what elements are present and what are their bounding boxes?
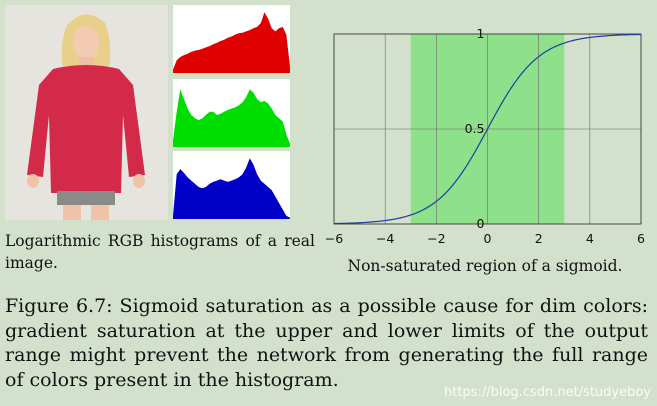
x-tick-label: 4: [586, 231, 594, 246]
figure-caption: Figure 6.7: Sigmoid saturation as a poss…: [5, 295, 648, 391]
histogram-blue: [173, 151, 290, 219]
x-tick-label: 0: [484, 231, 492, 246]
x-tick-label: −2: [427, 231, 445, 246]
left-caption: Logarithmic RGB histograms of a real ima…: [5, 232, 315, 272]
histogram-green: [173, 79, 290, 147]
photo-woman-red-sweater: [5, 5, 168, 220]
x-tick-label: −6: [325, 231, 343, 246]
plot-frame: [333, 33, 642, 225]
x-tick-label: −4: [376, 231, 394, 246]
y-tick-label: 0.5: [465, 121, 485, 136]
x-tick-label: 2: [535, 231, 543, 246]
histogram-area-2: [173, 158, 290, 219]
histogram-area-0: [173, 12, 290, 73]
y-tick-label: 1: [477, 26, 485, 41]
sweater: [27, 65, 145, 193]
right-caption: Non-saturated region of a sigmoid.: [347, 257, 623, 275]
y-tick-label: 0: [477, 216, 485, 231]
sigmoid-chart: −6 −4 −2 0 2 4 6 0 0.5 1: [325, 26, 645, 246]
histogram-red: [173, 5, 290, 73]
watermark: https://blog.csdn.net/studyeboy: [443, 385, 651, 400]
sigmoid-curve: [333, 33, 642, 225]
x-tick-label: 6: [637, 231, 645, 246]
histogram-area-1: [173, 89, 290, 147]
